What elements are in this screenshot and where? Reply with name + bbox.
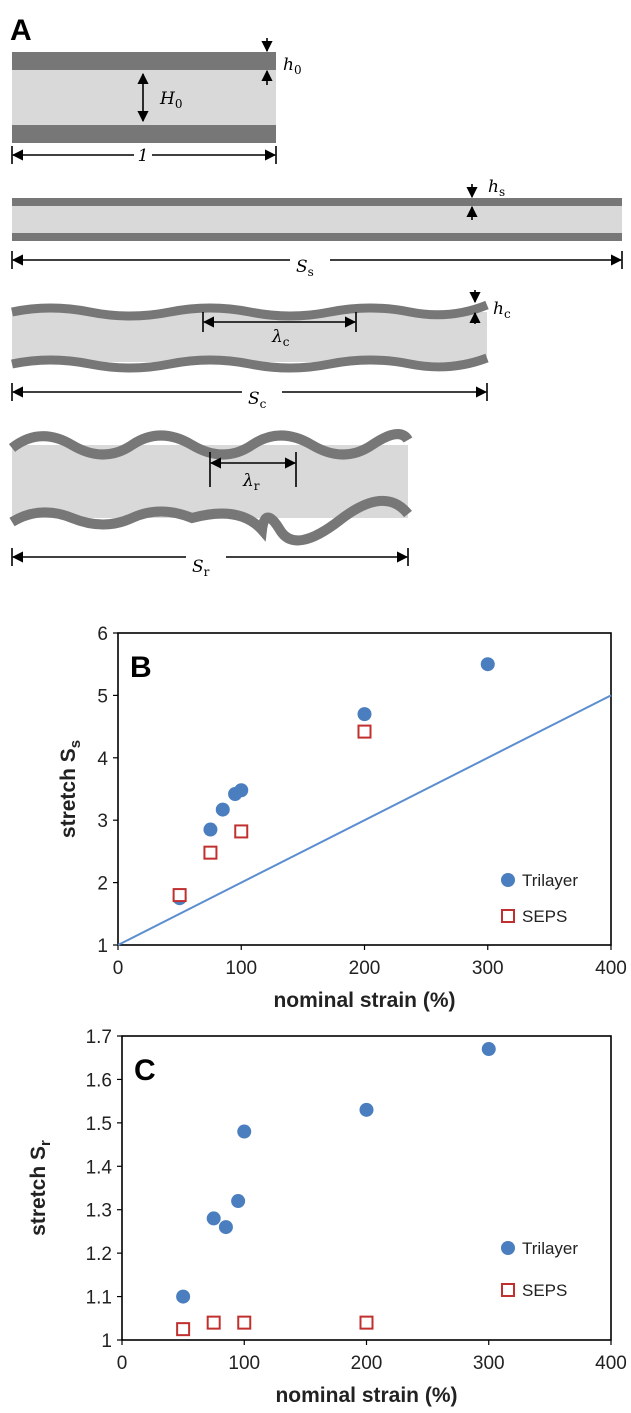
- plot-frame: [117, 632, 612, 946]
- core: [12, 70, 276, 125]
- point: [206, 1315, 221, 1330]
- layer: [12, 198, 622, 206]
- x-axis-label: nominal strain (%): [275, 1384, 457, 1407]
- point: [206, 1211, 221, 1226]
- x-tick-label: 200: [351, 1353, 383, 1374]
- point: [359, 1102, 374, 1117]
- label-bg: [290, 250, 330, 276]
- label: λc: [271, 327, 290, 349]
- legend-marker: [501, 1283, 515, 1297]
- y-tick-label: 1.2: [86, 1244, 112, 1265]
- y-axis-label: stretch Ss: [57, 740, 84, 838]
- core: [12, 312, 487, 362]
- point: [234, 824, 249, 839]
- legend-marker: [501, 909, 515, 923]
- core: [12, 206, 622, 233]
- label: λr: [242, 471, 260, 493]
- label: Sc: [248, 389, 267, 411]
- point: [218, 1220, 233, 1235]
- point: [203, 845, 218, 860]
- point: [481, 1042, 496, 1057]
- point: [357, 724, 372, 739]
- y-tick-label: 6: [97, 624, 108, 645]
- legend-label: Trilayer: [522, 871, 578, 890]
- y-tick-label: 2: [97, 874, 108, 895]
- label-bg: [134, 146, 152, 164]
- y-tick-label: 1: [97, 936, 108, 957]
- y-tick-label: 1: [101, 1331, 112, 1352]
- x-tick-label: 300: [473, 1353, 505, 1374]
- plot-frame: [121, 1035, 612, 1341]
- label: H0: [159, 89, 182, 111]
- y-axis-label: stretch Sr: [27, 1140, 54, 1236]
- y-axis-label-sub: r: [37, 1140, 54, 1146]
- y-tick-label: 1.5: [86, 1114, 112, 1135]
- point: [172, 888, 187, 903]
- point: [237, 1315, 252, 1330]
- point: [480, 657, 495, 672]
- y-tick-label: 3: [97, 811, 108, 832]
- label-bg: [186, 547, 226, 573]
- point: [215, 802, 230, 817]
- x-tick-label: 100: [225, 958, 257, 979]
- layer: [11, 300, 489, 321]
- x-tick-label: 300: [472, 958, 504, 979]
- diagram: A H0 h0 1 hs Ss λc hc: [8, 14, 623, 579]
- y-tick-label: 1.4: [86, 1157, 113, 1178]
- label: Ss: [296, 257, 314, 279]
- label: 1: [138, 146, 149, 166]
- panel-label: B: [130, 651, 152, 684]
- x-axis-label: nominal strain (%): [273, 989, 455, 1012]
- y-axis-label-main: stretch S: [27, 1146, 50, 1236]
- label: h0: [283, 55, 302, 77]
- legend-label: SEPS: [522, 907, 567, 926]
- layer: [8, 429, 413, 460]
- x-tick-label: 100: [228, 1353, 260, 1374]
- label: hs: [488, 177, 505, 199]
- layer: [12, 125, 276, 143]
- panel-label: C: [134, 1054, 156, 1087]
- layer: [11, 353, 489, 373]
- y-tick-label: 1.3: [86, 1201, 112, 1222]
- legend-marker: [501, 1241, 515, 1255]
- x-tick-label: 400: [595, 958, 627, 979]
- reference-line: [117, 694, 612, 946]
- y-tick-label: 1.6: [86, 1070, 112, 1091]
- y-axis-label-main: stretch S: [57, 748, 80, 838]
- point: [203, 822, 218, 837]
- x-tick-label: 400: [595, 1353, 627, 1374]
- legend-label: Trilayer: [522, 1239, 578, 1258]
- point: [176, 1289, 191, 1304]
- x-tick-label: 0: [113, 958, 124, 979]
- label: Sr: [192, 557, 210, 579]
- layer: [12, 52, 276, 70]
- label: hc: [493, 299, 511, 321]
- y-tick-label: 1.1: [86, 1288, 112, 1309]
- y-tick-label: 5: [97, 686, 108, 707]
- point: [234, 783, 249, 798]
- y-axis-label-sub: s: [67, 740, 84, 748]
- legend-label: SEPS: [522, 1281, 567, 1300]
- point: [357, 707, 372, 722]
- legend-marker: [501, 873, 515, 887]
- layer: [9, 496, 412, 546]
- point: [359, 1315, 374, 1330]
- label-bg: [242, 382, 282, 408]
- y-tick-label: 4: [97, 749, 108, 770]
- point: [176, 1322, 191, 1337]
- y-tick-label: 1.7: [86, 1027, 112, 1048]
- panel-label: A: [10, 14, 32, 47]
- layer: [12, 233, 622, 241]
- point: [237, 1124, 252, 1139]
- x-tick-label: 200: [349, 958, 381, 979]
- point: [231, 1194, 246, 1209]
- x-tick-label: 0: [117, 1353, 128, 1374]
